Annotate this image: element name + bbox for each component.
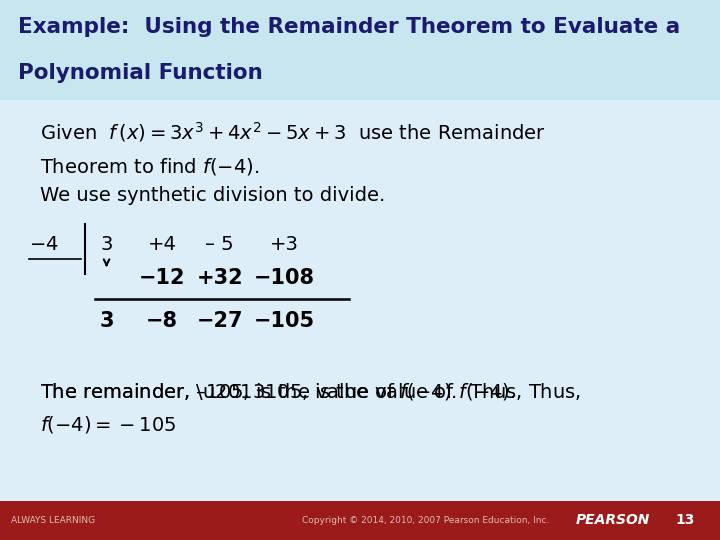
Text: −108: −108 [254, 268, 315, 288]
Bar [0, 501, 720, 540]
Text: – 5: – 5 [205, 234, 234, 254]
Text: The remainder, \u2013105, is the value of $f(-4)$.  Thus,: The remainder, \u2013105, is the value o… [40, 381, 580, 402]
Text: The remainder, –105, is the value of $f(-4)$.  Thus,: The remainder, –105, is the value of $f(… [40, 381, 522, 402]
Text: ALWAYS LEARNING: ALWAYS LEARNING [11, 516, 95, 525]
Text: −8: −8 [146, 311, 178, 332]
Text: 13: 13 [675, 514, 695, 527]
Text: Polynomial Function: Polynomial Function [18, 63, 263, 83]
Text: −27: −27 [197, 311, 243, 332]
Text: Copyright © 2014, 2010, 2007 Pearson Education, Inc.: Copyright © 2014, 2010, 2007 Pearson Edu… [302, 516, 550, 525]
Text: +4: +4 [148, 234, 176, 254]
Text: −105: −105 [254, 311, 315, 332]
Text: PEARSON: PEARSON [576, 514, 650, 527]
Text: +32: +32 [197, 268, 243, 288]
Text: 3: 3 [99, 311, 114, 332]
Text: We use synthetic division to divide.: We use synthetic division to divide. [40, 186, 385, 205]
Text: 3: 3 [100, 234, 113, 254]
Text: Example:  Using the Remainder Theorem to Evaluate a: Example: Using the Remainder Theorem to … [18, 17, 680, 37]
Text: Theorem to find $f(-4)$.: Theorem to find $f(-4)$. [40, 156, 259, 177]
Text: Given  $f\,(x)=3x^3+4x^2-5x+3$  use the Remainder: Given $f\,(x)=3x^3+4x^2-5x+3$ use the Re… [40, 120, 546, 144]
Text: −12: −12 [139, 268, 185, 288]
Text: +3: +3 [270, 234, 299, 254]
Bar [0, 0, 720, 100]
Text: $f(-4) = -105$: $f(-4) = -105$ [40, 415, 176, 435]
Text: $-4$: $-4$ [29, 234, 58, 254]
